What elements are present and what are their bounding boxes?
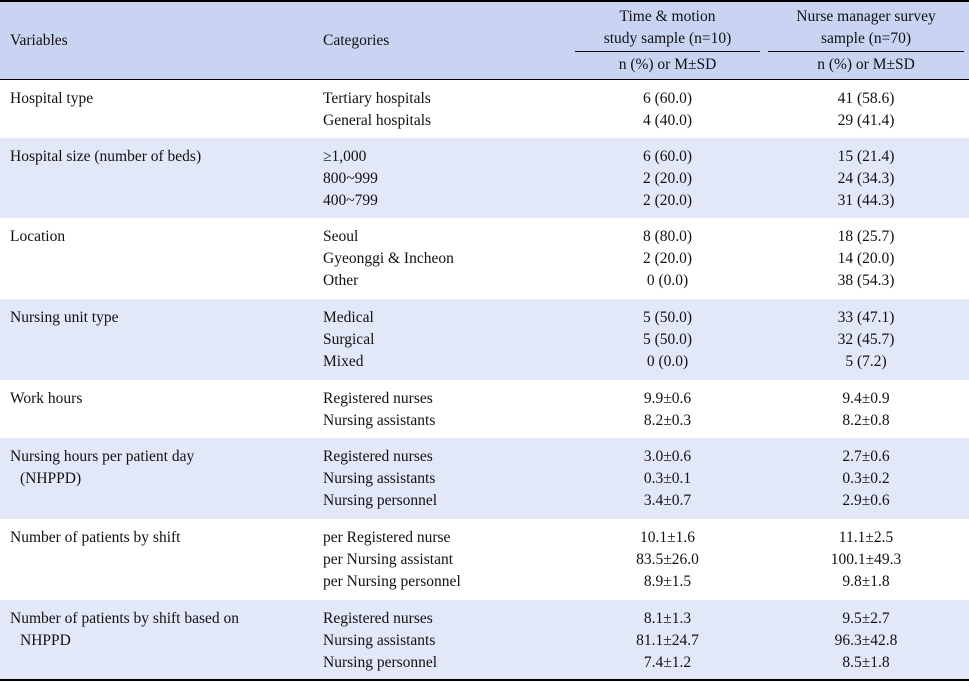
header-variables: Variables (10, 32, 68, 49)
row-col1-value: 2 (20.0) (642, 192, 693, 209)
table-row (0, 519, 969, 600)
row-col2-value: 8.5±1.8 (842, 654, 890, 671)
row-col1-value: 2 (20.0) (642, 250, 693, 267)
row-col1-value: 81.1±24.7 (636, 632, 699, 649)
row-col2-value: 15 (21.4) (837, 148, 895, 165)
row-col1-value: 3.0±0.6 (643, 448, 692, 465)
row-col2-value: 32 (45.7) (837, 331, 895, 348)
row-col1-value: 9.9±0.6 (643, 390, 692, 407)
row-col1-value: 3.4±0.7 (643, 492, 692, 509)
row-col1-value: 5 (50.0) (642, 331, 693, 348)
row-category: Registered nurses (323, 448, 433, 465)
table-row (0, 299, 969, 380)
row-col2-value: 2.7±0.6 (842, 448, 890, 465)
row-col1-value: 2 (20.0) (642, 170, 693, 187)
row-category: per Nursing personnel (323, 573, 461, 590)
table-row (0, 600, 969, 679)
row-variable: Work hours (10, 390, 83, 407)
row-col2-value: 29 (41.4) (837, 112, 895, 129)
row-col2-value: 9.5±2.7 (842, 610, 890, 627)
header-col2-title-line1: Nurse manager survey (796, 8, 936, 25)
row-col2-value: 0.3±0.2 (842, 470, 890, 487)
row-col1-value: 8.9±1.5 (643, 573, 692, 590)
row-col1-value: 8.2±0.3 (643, 412, 692, 429)
row-col2-value: 14 (20.0) (837, 250, 895, 267)
row-category: Nursing personnel (323, 492, 438, 509)
row-variable: NHPPD (20, 632, 71, 649)
header-col1-unit: n (%) or M±SD (618, 56, 717, 73)
row-col2-value: 38 (54.3) (837, 272, 895, 289)
header-col1-title-line2: study sample (n=10) (603, 30, 732, 47)
row-variable: Number of patients by shift (10, 529, 181, 546)
row-col2-value: 33 (47.1) (837, 309, 895, 326)
row-category: ≥1,000 (323, 148, 367, 165)
row-col1-value: 8 (80.0) (642, 228, 693, 245)
row-category: General hospitals (323, 112, 432, 129)
col1-subheader-rule (575, 51, 760, 52)
row-col2-value: 2.9±0.6 (842, 492, 890, 509)
table-row (0, 218, 969, 299)
row-category: Registered nurses (323, 610, 433, 627)
table-row (0, 80, 969, 138)
row-col2-value: 9.8±1.8 (842, 573, 890, 590)
row-variable: Hospital type (10, 90, 94, 107)
row-col1-value: 0 (0.0) (646, 272, 689, 289)
col2-subheader-rule (768, 51, 964, 52)
row-col2-value: 5 (7.2) (845, 353, 887, 370)
row-variable: Hospital size (number of beds) (10, 148, 202, 165)
row-category: Nursing personnel (323, 654, 438, 671)
row-col1-value: 8.1±1.3 (643, 610, 692, 627)
row-col2-value: 100.1±49.3 (830, 551, 902, 568)
row-col1-value: 6 (60.0) (642, 148, 693, 165)
row-col1-value: 5 (50.0) (642, 309, 693, 326)
row-col2-value: 96.3±42.8 (834, 632, 898, 649)
header-col1-title-line1: Time & motion (619, 8, 716, 25)
row-variable: Nursing unit type (10, 309, 119, 326)
row-col1-value: 7.4±1.2 (643, 654, 692, 671)
row-col2-value: 41 (58.6) (837, 90, 895, 107)
row-col1-value: 0.3±0.1 (643, 470, 692, 487)
row-category: 400~799 (323, 192, 378, 209)
row-col2-value: 24 (34.3) (837, 170, 895, 187)
row-category: Gyeonggi & Incheon (323, 250, 454, 267)
row-col1-value: 0 (0.0) (646, 353, 689, 370)
row-category: Tertiary hospitals (323, 90, 431, 107)
row-col1-value: 10.1±1.6 (639, 529, 695, 546)
row-category: Other (323, 272, 359, 289)
row-category: Medical (323, 309, 374, 326)
header-categories: Categories (323, 32, 390, 49)
row-col1-value: 83.5±26.0 (636, 551, 699, 568)
row-col2-value: 9.4±0.9 (842, 390, 890, 407)
row-category: per Registered nurse (323, 529, 451, 546)
row-category: 800~999 (323, 170, 378, 187)
row-col2-value: 8.2±0.8 (842, 412, 890, 429)
row-category: Mixed (323, 353, 364, 370)
row-category: Surgical (323, 331, 375, 348)
row-variable: Nursing hours per patient day (10, 448, 195, 465)
top-rule (0, 0, 969, 2)
row-variable: (NHPPD) (20, 470, 82, 487)
row-col2-value: 18 (25.7) (837, 228, 895, 245)
row-category: Registered nurses (323, 390, 433, 407)
row-col2-value: 31 (44.3) (837, 192, 895, 209)
row-category: Nursing assistants (323, 632, 436, 649)
row-col1-value: 4 (40.0) (642, 112, 693, 129)
bottom-rule (0, 679, 969, 681)
row-col2-value: 11.1±2.5 (838, 529, 894, 546)
row-category: Seoul (323, 228, 359, 245)
table-header (0, 0, 969, 79)
table-row (0, 380, 969, 438)
header-bottom-rule (0, 79, 969, 80)
header-col2-title-line2: sample (n=70) (820, 30, 912, 47)
header-col2-unit: n (%) or M±SD (817, 56, 915, 73)
row-variable: Number of patients by shift based on (10, 610, 240, 627)
table-row (0, 138, 969, 218)
row-category: Nursing assistants (323, 470, 436, 487)
row-col1-value: 6 (60.0) (642, 90, 693, 107)
row-category: per Nursing assistant (323, 551, 454, 568)
row-category: Nursing assistants (323, 412, 436, 429)
table-row (0, 438, 969, 519)
row-variable: Location (10, 228, 66, 245)
